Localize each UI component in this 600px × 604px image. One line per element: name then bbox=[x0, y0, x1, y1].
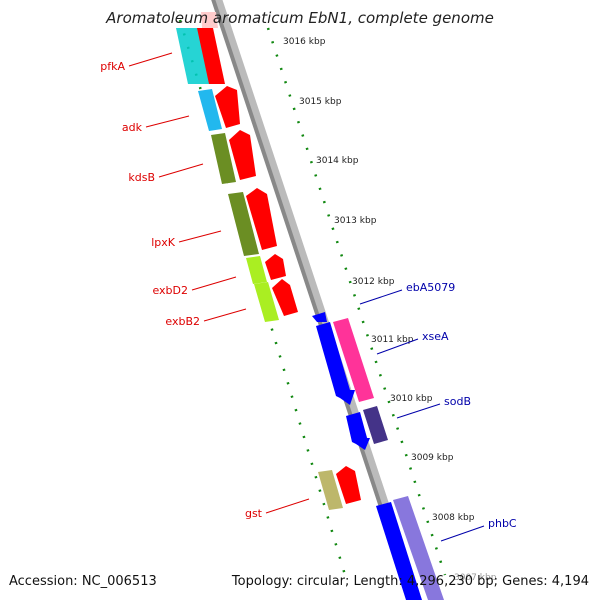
exbD2-cds-box bbox=[246, 256, 267, 284]
pfkA-gene-arrow-tail bbox=[201, 12, 218, 28]
xseA-cds-box bbox=[333, 318, 374, 402]
exbB2-leader-line bbox=[203, 308, 247, 322]
accession-text: Accession: NC_006513 bbox=[9, 574, 157, 589]
exbD2-leader-line bbox=[191, 276, 237, 291]
kdsB-leader-line bbox=[158, 163, 204, 178]
gene-label-exbB2[interactable]: exbB2 bbox=[165, 315, 200, 328]
gene-sodB[interactable] bbox=[346, 406, 388, 450]
adk-leader-line bbox=[145, 115, 190, 128]
gene-pfkA[interactable] bbox=[176, 12, 225, 84]
adk-gene-arrow bbox=[215, 86, 240, 128]
gene-label-pfkA[interactable]: pfkA bbox=[100, 60, 125, 73]
lpxK-leader-line bbox=[178, 230, 222, 243]
kdsB-cds-box bbox=[211, 133, 236, 184]
gst-gene-arrow bbox=[336, 466, 361, 504]
gene-adk[interactable] bbox=[198, 86, 240, 131]
tick-label: 3008 kbp bbox=[432, 513, 475, 523]
map-title: Aromatoleum aromaticum EbN1, complete ge… bbox=[106, 9, 494, 27]
genome-summary-text: Topology: circular; Length: 4,296,230 bp… bbox=[231, 574, 589, 589]
lpxK-cds-box bbox=[228, 192, 259, 256]
gst-leader-line bbox=[265, 498, 310, 514]
tick-label: 3007 kbp bbox=[454, 573, 497, 583]
pfkA-leader-line bbox=[128, 52, 173, 67]
tick-label: 3010 kbp bbox=[390, 394, 433, 404]
ebA5079-leader-line bbox=[359, 289, 403, 305]
kdsB-gene-arrow bbox=[229, 130, 256, 180]
gene-label-adk[interactable]: adk bbox=[122, 121, 143, 134]
gene-label-xseA[interactable]: xseA bbox=[422, 330, 449, 343]
gene-kdsB[interactable] bbox=[211, 130, 256, 184]
gene-exbB2[interactable] bbox=[254, 279, 298, 322]
phbC-cds-box bbox=[393, 496, 444, 600]
gene-lpxK[interactable] bbox=[228, 188, 277, 256]
gene-ebA5079[interactable] bbox=[312, 312, 327, 322]
gene-label-phbC[interactable]: phbC bbox=[488, 517, 517, 530]
adk-cds-box bbox=[198, 89, 222, 131]
tick-label: 3012 kbp bbox=[352, 277, 395, 287]
phbC-leader-line bbox=[440, 525, 485, 542]
gene-xseA[interactable] bbox=[316, 318, 374, 405]
gene-phbC[interactable] bbox=[376, 496, 444, 600]
gene-label-sodB[interactable]: sodB bbox=[444, 395, 471, 408]
sodB-gene-arrow bbox=[346, 412, 370, 450]
ebA5079-gene-arrow bbox=[312, 312, 327, 322]
gene-label-ebA5079[interactable]: ebA5079 bbox=[406, 281, 455, 294]
phbC-gene-arrow bbox=[376, 502, 422, 600]
gene-label-exbD2[interactable]: exbD2 bbox=[152, 284, 188, 297]
exbB2-cds-box bbox=[254, 282, 279, 322]
gst-cds-box bbox=[318, 470, 343, 510]
sodB-cds-box bbox=[363, 406, 388, 444]
gene-label-gst[interactable]: gst bbox=[245, 507, 263, 520]
tick-label: 3016 kbp bbox=[283, 37, 326, 47]
gene-label-kdsB[interactable]: kdsB bbox=[128, 171, 155, 184]
tick-label: 3014 kbp bbox=[316, 156, 359, 166]
gene-gst[interactable] bbox=[318, 466, 361, 510]
tick-label: 3011 kbp bbox=[371, 335, 414, 345]
exbD2-gene-arrow bbox=[265, 254, 286, 280]
pfkA-gene-arrow bbox=[197, 28, 225, 84]
gene-label-lpxK[interactable]: lpxK bbox=[151, 236, 176, 249]
pfkA-cds-box bbox=[176, 28, 210, 84]
exbB2-gene-arrow bbox=[272, 279, 298, 316]
sodB-leader-line bbox=[396, 403, 441, 419]
tick-label: 3009 kbp bbox=[411, 453, 454, 463]
lpxK-gene-arrow bbox=[246, 188, 277, 250]
tick-label: 3013 kbp bbox=[334, 216, 377, 226]
tick-label: 3015 kbp bbox=[299, 97, 342, 107]
xseA-gene-arrow bbox=[316, 322, 355, 405]
xseA-leader-line bbox=[376, 338, 419, 355]
gene-exbD2[interactable] bbox=[246, 254, 286, 284]
